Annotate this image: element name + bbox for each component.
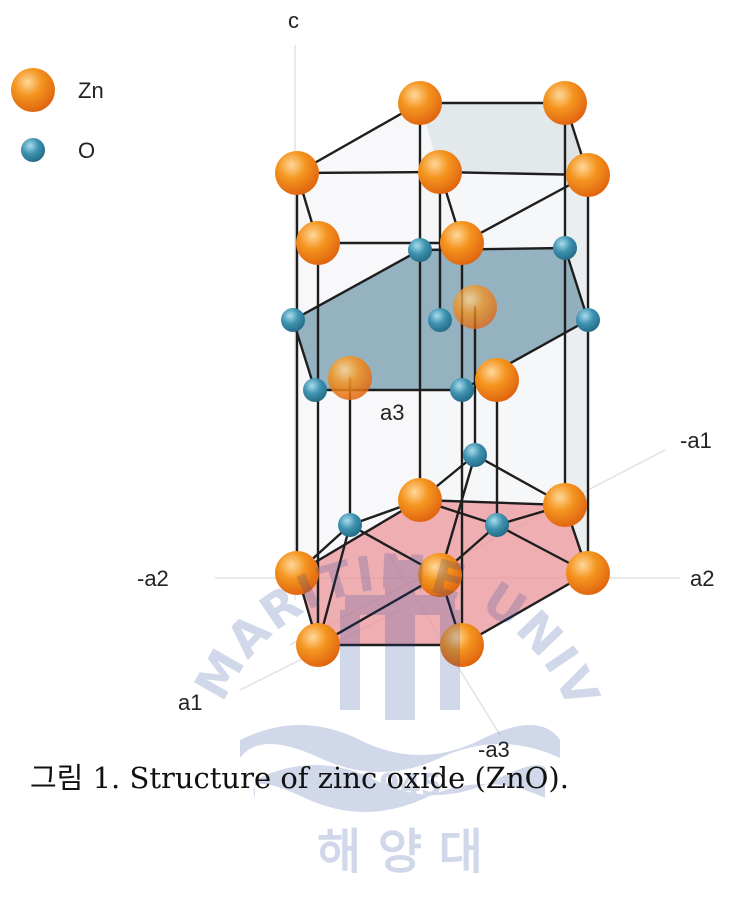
- legend-zn-label: Zn: [78, 78, 104, 103]
- zn-atom: [543, 81, 587, 125]
- side-face-right: [565, 103, 588, 570]
- svg-text:1945: 1945: [358, 768, 442, 803]
- axis-labels: c -a1 a2 -a2 a1 a3 -a3: [137, 8, 714, 762]
- zn-atom: [475, 358, 519, 402]
- o-atom: [408, 238, 432, 262]
- axis-label-neg-a1: -a1: [680, 428, 712, 453]
- o-atom: [338, 513, 362, 537]
- axis-label-a1: a1: [178, 690, 202, 715]
- zn-atom: [566, 153, 610, 197]
- axis-label-c: c: [288, 8, 299, 33]
- svg-text:해 양 대: 해 양 대: [317, 824, 483, 880]
- zn-atom-behind-plane: [328, 356, 372, 400]
- legend-o-swatch: [21, 138, 45, 162]
- o-atom: [303, 378, 327, 402]
- legend-o-label: O: [78, 138, 95, 163]
- zn-atom: [296, 221, 340, 265]
- axis-label-a3: a3: [380, 400, 404, 425]
- zn-atom-behind-plane: [453, 285, 497, 329]
- zinc-atoms: [275, 81, 610, 667]
- legend: Zn O: [11, 68, 104, 163]
- legend-zn-swatch: [11, 68, 55, 112]
- o-atom: [485, 513, 509, 537]
- zn-atom: [398, 478, 442, 522]
- zn-atom: [275, 551, 319, 595]
- zn-atom: [566, 551, 610, 595]
- zn-atom: [440, 623, 484, 667]
- zn-atom: [296, 623, 340, 667]
- axis-label-neg-a3: -a3: [478, 737, 510, 762]
- zn-atom: [275, 151, 319, 195]
- zn-atom: [440, 221, 484, 265]
- o-atom: [463, 443, 487, 467]
- o-atom: [281, 308, 305, 332]
- o-atom: [450, 378, 474, 402]
- zn-atom: [418, 150, 462, 194]
- figure-caption: 그림 1. Structure of zinc oxide (ZnO).: [30, 755, 569, 797]
- o-atom: [428, 308, 452, 332]
- zn-atom: [398, 81, 442, 125]
- axis-label-neg-a2: -a2: [137, 566, 169, 591]
- figure-caption-text: Structure of zinc oxide (ZnO).: [120, 761, 569, 795]
- zn-atom: [543, 483, 587, 527]
- o-atom: [576, 308, 600, 332]
- zn-atom: [418, 553, 462, 597]
- oxygen-atoms: [281, 236, 600, 537]
- figure-label: 그림 1.: [30, 761, 121, 795]
- o-atom: [553, 236, 577, 260]
- axis-label-a2: a2: [690, 566, 714, 591]
